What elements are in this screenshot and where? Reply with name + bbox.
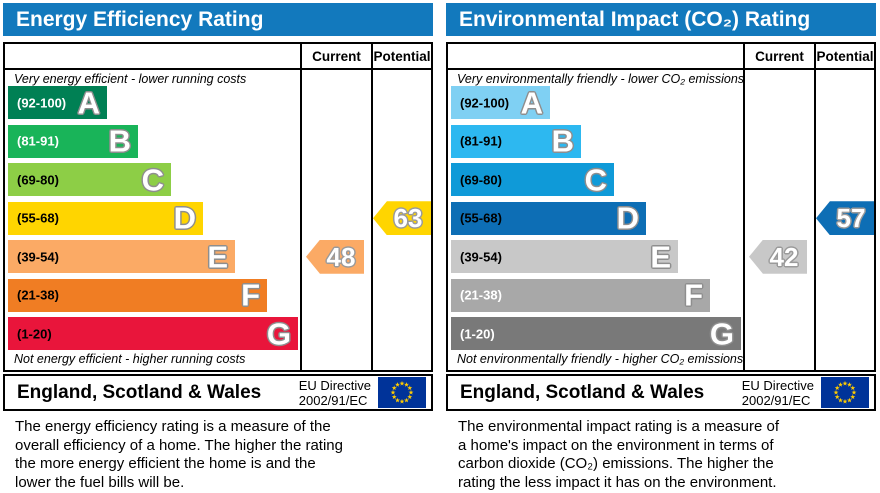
band-range-label: (1-20) — [17, 326, 52, 342]
column-divider — [743, 44, 745, 370]
band-C: (69-80) C — [451, 162, 614, 198]
band-letter: D — [173, 200, 196, 236]
description-line: a home's impact on the environment in te… — [458, 436, 774, 454]
band-B: (81-91) B — [8, 123, 138, 159]
band-range-label: (21-38) — [460, 287, 502, 303]
eu-directive-label: EU Directive 2002/91/EC — [742, 378, 814, 408]
band-letter: C — [141, 162, 164, 198]
panel-description: The energy efficiency rating is a measur… — [3, 418, 433, 492]
description-line: rating the less impact it has on the env… — [458, 473, 777, 491]
description-line: The environmental impact rating is a mea… — [458, 418, 779, 435]
jurisdiction-footer: England, Scotland & Wales EU Directive 2… — [446, 374, 876, 411]
band-E: (39-54) E — [451, 239, 678, 275]
band-range-label: (55-68) — [17, 210, 59, 226]
band-E: (39-54) E — [8, 239, 235, 275]
band-range-label: (1-20) — [460, 326, 495, 342]
band-D: (55-68) D — [8, 200, 203, 236]
band-B: (81-91) B — [451, 123, 581, 159]
current-column-header: Current — [312, 49, 361, 64]
eu-directive-line1: EU Directive — [741, 377, 814, 393]
potential-column-header: Potential — [373, 49, 431, 64]
potential-column-header: Potential — [816, 49, 874, 64]
bottom-caption: Not environmentally friendly - higher CO… — [457, 352, 744, 366]
band-letter: C — [584, 162, 607, 198]
band-range-label: (39-54) — [460, 249, 502, 265]
current-column-header: Current — [755, 49, 804, 64]
eu-directive-label: EU Directive 2002/91/EC — [299, 378, 371, 408]
band-range-label: (92-100) — [17, 95, 67, 110]
band-range-label: (39-54) — [17, 249, 59, 265]
current-rating-arrow: 48 — [306, 239, 364, 274]
band-F: (21-38) F — [8, 277, 267, 313]
band-letter: B — [551, 123, 574, 159]
description-line: lower the fuel bills will be. — [15, 473, 185, 491]
bottom-caption: Not energy efficient - higher running co… — [14, 352, 246, 366]
footer-region-label: England, Scotland & Wales — [460, 381, 705, 403]
column-divider — [300, 44, 302, 370]
band-letter: F — [241, 277, 260, 313]
panel-environmental-impact: Environmental Impact (CO₂) Rating Curren… — [446, 3, 876, 492]
column-divider — [371, 44, 373, 370]
column-divider — [814, 44, 816, 370]
band-range-label: (69-80) — [460, 172, 502, 188]
rating-chart: Current Potential Very energy efficient … — [3, 42, 433, 372]
band-range-label: (81-91) — [17, 133, 59, 149]
band-D: (55-68) D — [451, 200, 646, 236]
description-line: carbon dioxide (CO₂) emissions. The high… — [458, 455, 774, 472]
rating-value: 48 — [326, 241, 356, 272]
header-divider — [5, 68, 431, 70]
panel-description: The environmental impact rating is a mea… — [446, 418, 876, 492]
description-line: the more energy efficient the home is an… — [15, 455, 316, 472]
band-C: (69-80) C — [8, 162, 171, 198]
eu-flag-icon — [821, 377, 869, 408]
footer-region-label: England, Scotland & Wales — [17, 381, 262, 403]
potential-rating-arrow: 63 — [373, 201, 431, 236]
band-range-label: (81-91) — [460, 133, 502, 149]
rating-value: 42 — [769, 241, 799, 272]
description-line: overall efficiency of a home. The higher… — [15, 436, 343, 454]
band-letter: B — [108, 123, 131, 159]
band-range-label: (55-68) — [460, 210, 502, 226]
eu-directive-line2: 2002/91/EC — [298, 392, 368, 408]
rating-chart: Current Potential Very environmentally f… — [446, 42, 876, 372]
eu-directive-line2: 2002/91/EC — [741, 392, 811, 408]
top-caption: Very environmentally friendly - lower CO… — [457, 72, 745, 86]
top-caption: Very energy efficient - lower running co… — [14, 72, 247, 86]
band-letter: D — [616, 200, 639, 236]
band-letter: E — [650, 239, 671, 275]
band-range-label: (69-80) — [17, 172, 59, 188]
eu-directive-line1: EU Directive — [298, 377, 371, 393]
band-F: (21-38) F — [451, 277, 710, 313]
panel-title: Environmental Impact (CO₂) Rating — [446, 3, 876, 36]
band-G: (1-20) G — [8, 316, 298, 352]
band-A: (92-100) A — [8, 86, 107, 119]
band-letter: A — [520, 85, 543, 120]
header-divider — [448, 68, 874, 70]
band-G: (1-20) G — [451, 316, 741, 352]
panel-title: Energy Efficiency Rating — [3, 3, 433, 36]
band-range-label: (92-100) — [460, 95, 510, 110]
band-range-label: (21-38) — [17, 287, 59, 303]
band-letter: A — [77, 85, 100, 120]
panel-energy-efficiency: Energy Efficiency Rating Current Potenti… — [3, 3, 433, 492]
band-A: (92-100) A — [451, 86, 550, 119]
band-letter: F — [684, 277, 703, 313]
current-rating-arrow: 42 — [749, 239, 807, 274]
description-line: The energy efficiency rating is a measur… — [15, 418, 331, 435]
eu-flag-icon — [378, 377, 426, 408]
rating-value: 63 — [393, 203, 423, 234]
band-letter: G — [709, 316, 734, 352]
rating-value: 57 — [836, 203, 866, 234]
jurisdiction-footer: England, Scotland & Wales EU Directive 2… — [3, 374, 433, 411]
band-letter: G — [266, 316, 291, 352]
potential-rating-arrow: 57 — [816, 201, 874, 236]
band-letter: E — [207, 239, 228, 275]
